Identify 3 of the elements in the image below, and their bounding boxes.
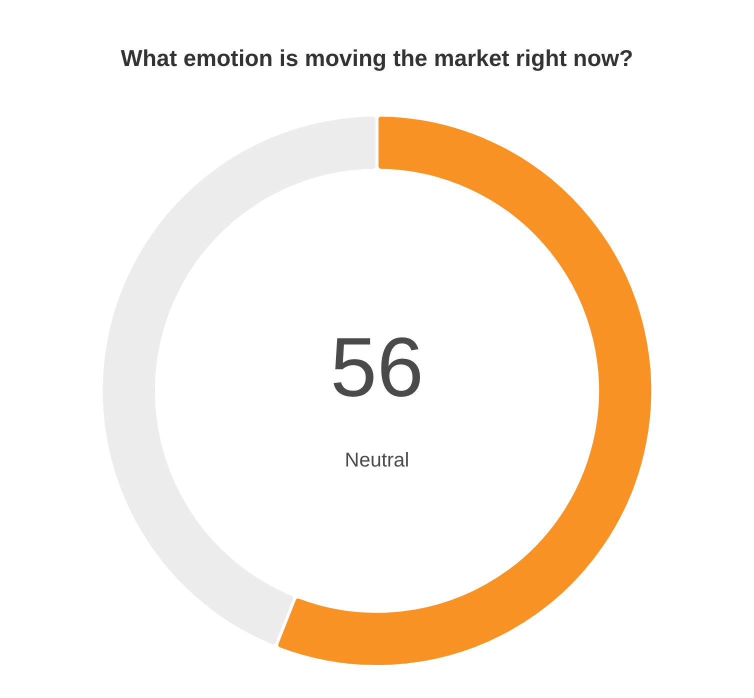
text: Neutral xyxy=(344,449,410,472)
text: 56 xyxy=(330,320,424,414)
chart-title: What emotion is moving the market right now? xyxy=(120,45,634,72)
